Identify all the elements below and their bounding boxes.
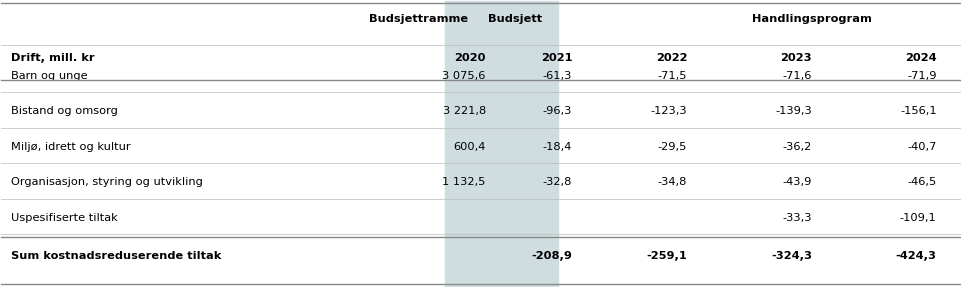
Text: Sum kostnadsreduserende tiltak: Sum kostnadsreduserende tiltak bbox=[11, 251, 221, 261]
Text: Drift, mill. kr: Drift, mill. kr bbox=[11, 53, 94, 63]
Text: Handlingsprogram: Handlingsprogram bbox=[752, 14, 871, 24]
Text: -46,5: -46,5 bbox=[906, 177, 936, 187]
Text: -123,3: -123,3 bbox=[650, 106, 686, 117]
Text: Bistand og omsorg: Bistand og omsorg bbox=[11, 106, 118, 117]
Text: -29,5: -29,5 bbox=[657, 142, 686, 152]
Text: Barn og unge: Barn og unge bbox=[11, 71, 87, 81]
Text: -71,5: -71,5 bbox=[657, 71, 686, 81]
Text: 2022: 2022 bbox=[655, 53, 686, 63]
Text: -71,9: -71,9 bbox=[906, 71, 936, 81]
Text: 2020: 2020 bbox=[454, 53, 485, 63]
Text: 2023: 2023 bbox=[779, 53, 811, 63]
Text: -156,1: -156,1 bbox=[899, 106, 936, 117]
Text: -424,3: -424,3 bbox=[895, 251, 936, 261]
Text: -324,3: -324,3 bbox=[770, 251, 811, 261]
Text: -33,3: -33,3 bbox=[781, 213, 811, 223]
Text: -139,3: -139,3 bbox=[775, 106, 811, 117]
Text: 1 132,5: 1 132,5 bbox=[442, 177, 485, 187]
Text: -34,8: -34,8 bbox=[657, 177, 686, 187]
Text: -32,8: -32,8 bbox=[542, 177, 572, 187]
Text: 2021: 2021 bbox=[540, 53, 572, 63]
Text: Budsjettramme: Budsjettramme bbox=[369, 14, 468, 24]
Text: -259,1: -259,1 bbox=[646, 251, 686, 261]
Text: 600,4: 600,4 bbox=[453, 142, 485, 152]
Text: 3 221,8: 3 221,8 bbox=[442, 106, 485, 117]
Bar bbox=[444, 1, 557, 286]
Text: -43,9: -43,9 bbox=[781, 177, 811, 187]
Text: -18,4: -18,4 bbox=[542, 142, 572, 152]
Text: -36,2: -36,2 bbox=[782, 142, 811, 152]
Text: 2024: 2024 bbox=[904, 53, 936, 63]
Text: -71,6: -71,6 bbox=[781, 71, 811, 81]
Text: Organisasjon, styring og utvikling: Organisasjon, styring og utvikling bbox=[11, 177, 203, 187]
Text: -96,3: -96,3 bbox=[542, 106, 572, 117]
Text: Budsjett: Budsjett bbox=[487, 14, 541, 24]
Text: -40,7: -40,7 bbox=[906, 142, 936, 152]
Text: -61,3: -61,3 bbox=[542, 71, 572, 81]
Text: -208,9: -208,9 bbox=[530, 251, 572, 261]
Text: -109,1: -109,1 bbox=[899, 213, 936, 223]
Text: Uspesifiserte tiltak: Uspesifiserte tiltak bbox=[11, 213, 117, 223]
Text: 3 075,6: 3 075,6 bbox=[442, 71, 485, 81]
Text: Miljø, idrett og kultur: Miljø, idrett og kultur bbox=[11, 142, 131, 152]
